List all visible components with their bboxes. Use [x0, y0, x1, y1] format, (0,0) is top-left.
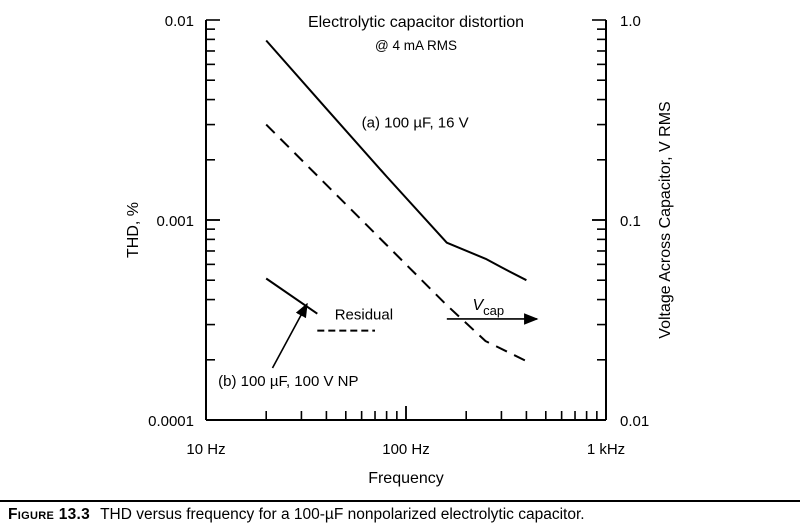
annotation-residual: Residual — [335, 307, 393, 324]
figure-label: Figure 13.3 — [8, 506, 91, 523]
x-tick-label: 100 Hz — [382, 441, 430, 458]
annotation-vcap: Vcap — [472, 297, 504, 318]
series-line-1 — [265, 123, 527, 362]
figure-caption: Figure 13.3 THD versus frequency for a 10… — [8, 506, 585, 524]
caption-rule — [0, 500, 800, 502]
x-axis-label: Frequency — [368, 470, 444, 487]
series-line-2 — [265, 277, 318, 315]
y-tick-label-right: 0.1 — [620, 213, 641, 230]
annotation-arrow-b — [271, 302, 308, 369]
chart-title: Electrolytic capacitor distortion — [308, 14, 524, 31]
y-tick-label-left: 0.0001 — [148, 413, 194, 430]
caption-text: THD versus frequency for a 100-µF nonpol… — [100, 506, 585, 523]
y-tick-label-right: 0.01 — [620, 413, 649, 430]
annotation-vcap-main: V — [472, 297, 484, 314]
y-axis-label-right: Voltage Across Capacitor, V RMS — [657, 101, 674, 338]
y-tick-label-left: 0.001 — [156, 213, 194, 230]
series-line-0 — [265, 39, 527, 282]
chart-figure: 0.01 0.001 0.0001 1.0 0.1 0.01 10 Hz 100 Hz 1 kH… — [125, 13, 674, 487]
y-tick-label-right: 1.0 — [620, 13, 641, 30]
chart-svg: 0.01 0.001 0.0001 1.0 0.1 0.01 10 Hz 100 Hz 1 kH… — [125, 13, 674, 487]
chart-subtitle: @ 4 mA RMS — [375, 38, 457, 53]
annotation-series-a: (a) 100 µF, 16 V — [362, 115, 469, 132]
annotation-series-b: (b) 100 µF, 100 V NP — [218, 373, 358, 390]
y-tick-label-left: 0.01 — [165, 13, 194, 30]
x-tick-label: 1 kHz — [587, 441, 625, 458]
x-tick-label: 10 Hz — [186, 441, 225, 458]
y-axis-label-left: THD, % — [125, 202, 142, 258]
annotation-vcap-subscript: cap — [483, 303, 504, 318]
